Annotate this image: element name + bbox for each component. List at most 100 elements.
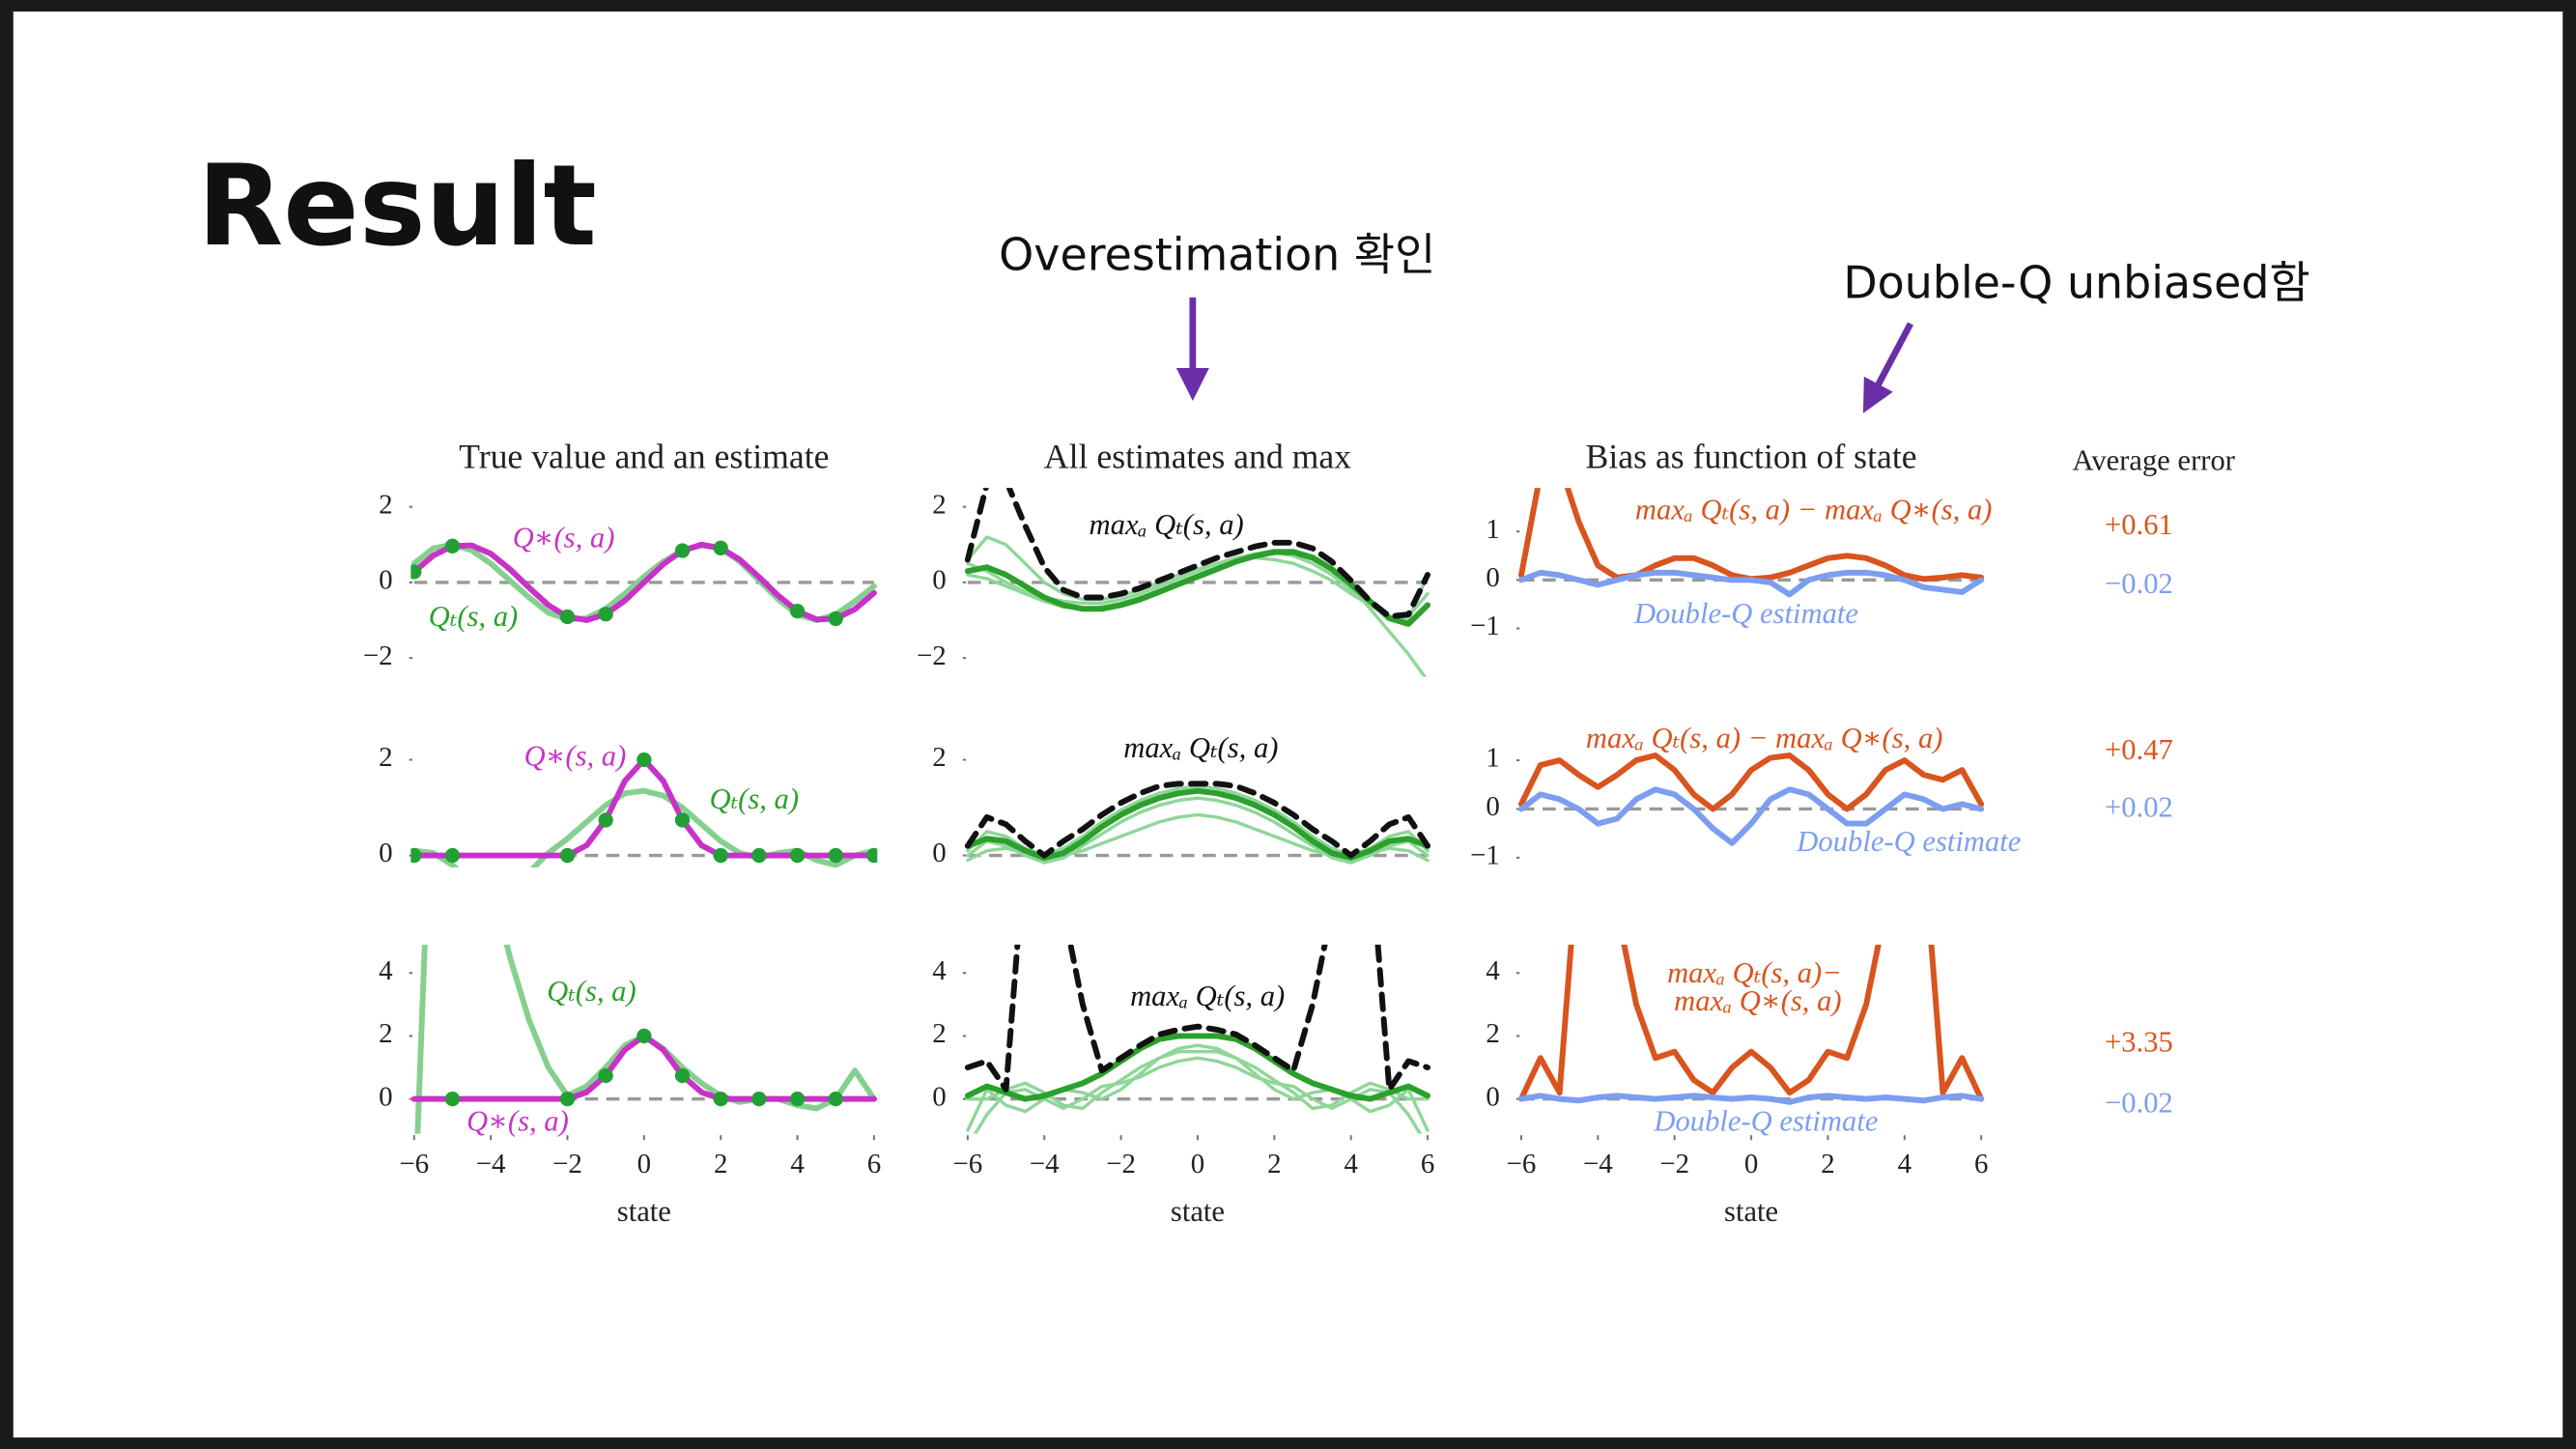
curve-label: maxₐ Q∗(s, a) xyxy=(1674,984,1841,1017)
line-series xyxy=(964,488,1431,620)
curve-label: Double-Q estimate xyxy=(1653,1104,1878,1137)
curve-label: maxₐ Qₜ(s, a) xyxy=(1130,980,1285,1012)
point xyxy=(751,1091,767,1107)
error-title: Average error xyxy=(2072,444,2235,477)
y-tick-label: 0 xyxy=(932,1081,946,1112)
x-axis-label: state xyxy=(1724,1195,1778,1228)
x-tick-label: 2 xyxy=(1821,1149,1834,1179)
y-tick-label: 2 xyxy=(379,742,392,773)
point xyxy=(713,847,728,864)
error-value: +0.47 xyxy=(2105,733,2173,766)
point xyxy=(637,752,652,768)
arrow xyxy=(1862,322,1914,413)
line-series xyxy=(1518,569,1985,598)
point xyxy=(828,611,843,627)
point xyxy=(598,1067,613,1084)
point xyxy=(674,1067,691,1084)
y-tick-label: 0 xyxy=(932,838,946,868)
y-tick-label: −2 xyxy=(917,640,947,671)
point xyxy=(559,1091,576,1107)
point xyxy=(637,1028,652,1044)
curve-label: maxₐ Qₜ(s, a) − maxₐ Q∗(s, a) xyxy=(1635,494,1993,526)
panel-title: True value and an estimate xyxy=(459,437,829,475)
line-series xyxy=(966,796,1430,865)
curve-label: Q∗(s, a) xyxy=(513,522,615,554)
point xyxy=(444,538,461,554)
point xyxy=(598,607,613,622)
line-series xyxy=(964,1033,1431,1102)
point xyxy=(789,603,806,619)
y-tick-label: 2 xyxy=(379,1018,392,1049)
point xyxy=(789,1091,806,1107)
point xyxy=(598,812,613,828)
line-series xyxy=(964,549,1431,627)
x-tick-label: −2 xyxy=(1659,1149,1689,1179)
point xyxy=(713,1091,728,1107)
x-tick-label: 2 xyxy=(1267,1149,1281,1179)
slide-background xyxy=(13,11,2563,1438)
y-tick-label: 0 xyxy=(1486,562,1499,593)
x-tick-label: −4 xyxy=(476,1149,506,1179)
y-tick-label: −2 xyxy=(363,640,393,671)
point xyxy=(828,847,843,864)
line-series xyxy=(966,1050,1430,1111)
x-tick-label: 4 xyxy=(1344,1149,1357,1179)
x-tick-label: 6 xyxy=(1974,1149,1988,1179)
point xyxy=(751,847,767,864)
annotation: Overestimation 확인 xyxy=(999,229,1435,281)
point xyxy=(410,564,422,580)
panel xyxy=(410,538,877,627)
y-tick-label: 0 xyxy=(379,565,392,596)
x-tick-label: 0 xyxy=(637,1149,651,1179)
x-tick-label: 4 xyxy=(1898,1149,1911,1179)
y-tick-label: 2 xyxy=(932,1018,946,1049)
error-value: +3.35 xyxy=(2105,1026,2173,1059)
figure: True value and an estimate −2 0 2 Q∗(s, a) Qₜ… xyxy=(363,437,2235,1227)
line-series xyxy=(964,944,1431,1093)
curve-label: maxₐ Qₜ(s, a)− xyxy=(1667,956,1842,989)
point xyxy=(444,1091,461,1107)
error-value: +0.02 xyxy=(2105,790,2173,823)
panel xyxy=(1518,944,1985,1105)
y-tick-label: 2 xyxy=(932,742,946,773)
panel xyxy=(1518,488,1985,598)
y-tick-label: −1 xyxy=(1470,611,1500,641)
y-tick-label: 4 xyxy=(1486,955,1499,986)
curve-label: Qₜ(s, a) xyxy=(709,782,799,815)
line-series xyxy=(973,1056,1423,1134)
point xyxy=(444,847,461,864)
x-tick-label: 6 xyxy=(1421,1149,1434,1179)
curve-label: maxₐ Qₜ(s, a) − maxₐ Q∗(s, a) xyxy=(1586,722,1943,754)
point xyxy=(713,540,728,555)
x-tick-label: 4 xyxy=(790,1149,804,1179)
error-value: +0.61 xyxy=(2105,508,2173,541)
curve-label: Double-Q estimate xyxy=(1633,597,1858,630)
point xyxy=(866,847,878,864)
x-axis-label: state xyxy=(617,1195,671,1228)
y-tick-label: 2 xyxy=(932,489,946,520)
x-tick-label: −2 xyxy=(552,1149,582,1179)
curve-label: Qₜ(s, a) xyxy=(547,975,637,1008)
x-tick-label: 6 xyxy=(867,1149,881,1179)
curve-label: maxₐ Qₜ(s, a) xyxy=(1123,731,1278,764)
line-series xyxy=(966,535,1430,622)
point xyxy=(674,543,691,558)
y-tick-label: 0 xyxy=(379,1081,392,1112)
panel-title: All estimates and max xyxy=(1044,437,1351,475)
panel xyxy=(964,781,1431,865)
line-series xyxy=(1518,1093,1985,1105)
line-series xyxy=(1518,753,1985,812)
curve-label: Double-Q estimate xyxy=(1796,825,2021,858)
x-tick-label: −4 xyxy=(1030,1149,1060,1179)
line-series xyxy=(1518,944,1985,1102)
y-tick-label: −1 xyxy=(1470,840,1500,871)
y-tick-label: 4 xyxy=(932,955,946,986)
curve-label: Q∗(s, a) xyxy=(467,1104,569,1137)
y-tick-label: 2 xyxy=(1486,1018,1499,1049)
y-tick-label: 4 xyxy=(379,955,392,986)
y-tick-label: 0 xyxy=(1486,791,1499,822)
line-series xyxy=(1518,786,1985,846)
x-tick-label: −4 xyxy=(1583,1149,1613,1179)
